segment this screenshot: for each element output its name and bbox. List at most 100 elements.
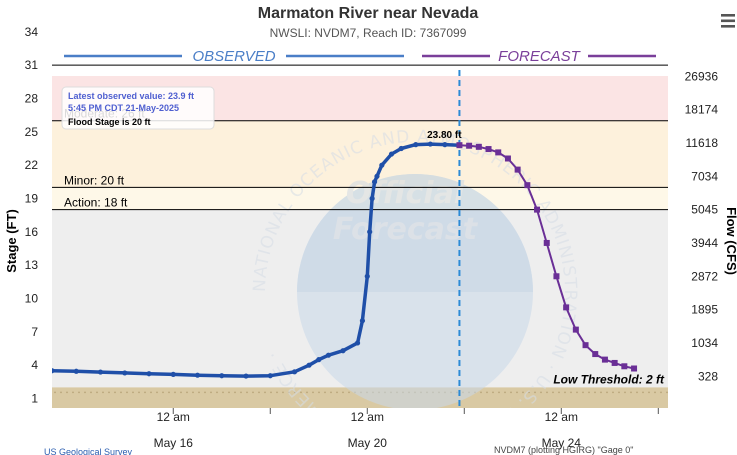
low-band-texture	[198, 391, 200, 394]
low-band-texture	[126, 391, 128, 394]
low-band-texture	[522, 391, 524, 394]
flow-tick-label: 3944	[691, 236, 718, 250]
forecast-point	[582, 342, 589, 349]
low-band-texture	[282, 391, 284, 394]
observed-point	[367, 229, 373, 235]
low-band-texture	[156, 391, 158, 394]
low-band-texture	[630, 391, 632, 394]
observed-section-header: OBSERVED	[64, 48, 404, 65]
low-band-texture	[180, 391, 182, 394]
flow-tick-label: 26936	[685, 69, 719, 83]
latest-time-text: 5:45 PM CDT 21-May-2025	[68, 103, 179, 113]
forecast-point	[485, 146, 492, 153]
observed-point	[398, 145, 404, 152]
low-band-texture	[654, 391, 656, 394]
observed-point	[364, 273, 370, 279]
forecast-point	[621, 363, 628, 370]
low-band-texture	[294, 391, 296, 394]
observed-point	[325, 352, 332, 358]
low-band-texture	[342, 391, 344, 394]
flow-tick-label: 328	[698, 369, 718, 383]
observed-point	[340, 348, 346, 354]
low-band-texture	[330, 391, 332, 394]
stage-tick-label: 1	[31, 392, 38, 406]
forecast-point	[553, 273, 560, 280]
low-band-texture	[114, 391, 116, 394]
low-band-texture	[288, 391, 290, 394]
low-band-texture	[486, 391, 488, 394]
low-band-texture	[144, 391, 146, 394]
stage-tick-label: 7	[31, 325, 38, 339]
flow-tick-label: 7034	[691, 169, 718, 183]
flow-tick-label: 11618	[686, 136, 719, 150]
low-band-texture	[318, 391, 320, 394]
low-band-texture	[186, 391, 188, 394]
hamburger-menu-icon[interactable]	[721, 14, 735, 28]
date-tick-date: May 24	[542, 436, 582, 450]
low-band-texture	[264, 391, 266, 394]
low-band-texture	[546, 391, 548, 394]
low-band-texture	[588, 391, 590, 394]
low-band-texture	[336, 391, 338, 394]
flow-tick-label: 2872	[691, 269, 718, 283]
low-band-texture	[192, 391, 194, 394]
low-band-texture	[108, 391, 110, 394]
observed-point	[219, 373, 225, 379]
forecast-point	[514, 166, 521, 173]
low-band-texture	[240, 391, 242, 394]
usgs-credit-link[interactable]: US Geological Survey	[44, 447, 133, 455]
low-band-texture	[72, 391, 74, 394]
forecast-point	[524, 182, 531, 189]
stage-tick-label: 16	[25, 225, 39, 239]
observed-point	[359, 318, 366, 324]
low-band-texture	[570, 391, 572, 394]
low-band-texture	[594, 391, 596, 394]
forecast-point	[504, 155, 511, 162]
observed-point	[427, 141, 433, 147]
flow-tick-label: 5045	[691, 203, 718, 217]
observed-point	[316, 357, 322, 363]
low-band-texture	[666, 391, 668, 394]
y2-axis-title: Flow (CFS)	[724, 207, 737, 275]
forecast-section-header: FORECAST	[422, 48, 656, 65]
peak-value-label: 23.80 ft	[427, 130, 462, 141]
stage-tick-label: 13	[25, 258, 39, 272]
low-band-texture	[234, 391, 236, 394]
low-band-texture	[528, 391, 530, 394]
forecast-point	[475, 143, 482, 150]
forecast-point	[631, 365, 638, 372]
low-band-texture	[210, 391, 212, 394]
date-tick-time: 12 am	[351, 410, 384, 424]
forecast-point	[563, 304, 570, 311]
low-band-texture	[540, 391, 542, 394]
forecast-point	[592, 351, 599, 358]
noaa-watermark: NATIONAL OCEANIC AND ATMOSPHERIC ADMINIS…	[250, 127, 579, 408]
flow-tick-label: 1895	[691, 303, 718, 317]
minor-band	[52, 120, 668, 188]
low-band-texture	[498, 391, 500, 394]
low-band-texture	[138, 391, 140, 394]
observed-point	[371, 179, 378, 185]
observed-point	[146, 371, 152, 377]
forecast-point	[543, 239, 550, 246]
gage-datum-note: NVDM7 (plotting HGIRG) "Gage 0"	[494, 445, 633, 455]
observed-point	[52, 368, 55, 374]
stage-tick-label: 31	[25, 58, 39, 72]
low-band-texture	[204, 391, 206, 394]
observed-point	[291, 369, 298, 375]
forecast-point	[572, 326, 579, 333]
low-band-texture	[582, 391, 584, 394]
observed-point	[267, 373, 273, 379]
observed-point	[354, 340, 361, 346]
low-band-texture	[324, 391, 326, 394]
noaa-logo-upper	[297, 174, 533, 292]
low-band-texture	[168, 391, 170, 394]
low-band-texture	[600, 391, 602, 394]
low-band-texture	[60, 391, 62, 394]
observed-point	[369, 195, 375, 202]
low-band-texture	[246, 391, 248, 394]
low-band-texture	[306, 391, 308, 394]
low-band-texture	[228, 391, 230, 394]
forecast-label: FORECAST	[498, 48, 582, 65]
